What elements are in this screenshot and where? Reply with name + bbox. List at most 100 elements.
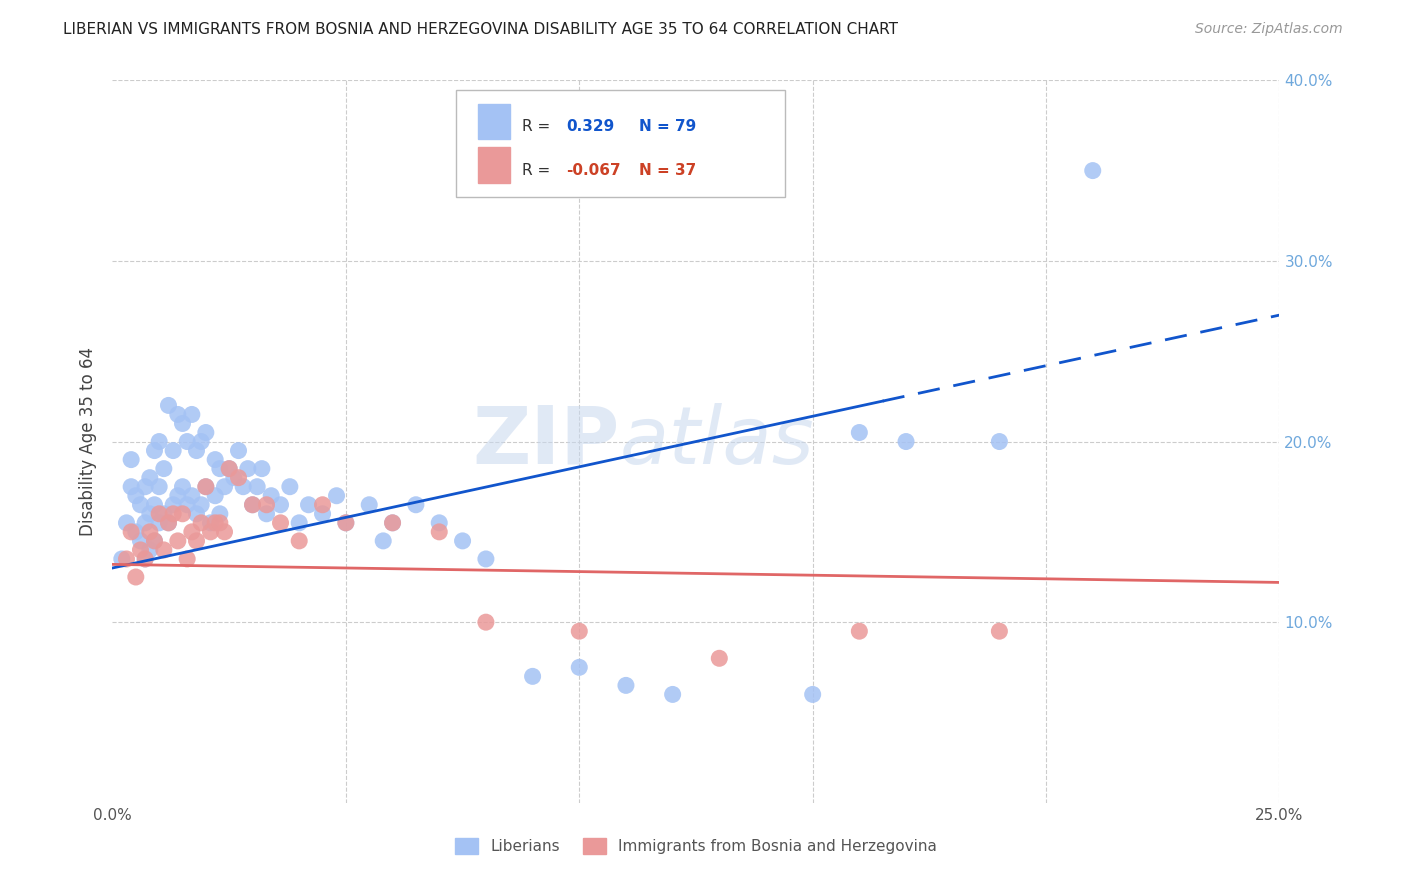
Point (208, 461, 231, 475)
Point (288, 533, 311, 548)
Point (381, 516, 404, 530)
Point (180, 408, 202, 422)
Legend: Liberians, Immigrants from Bosnia and Herzegovina: Liberians, Immigrants from Bosnia and He… (449, 832, 943, 860)
Point (115, 552, 138, 566)
Point (186, 507, 208, 521)
Point (405, 498, 427, 512)
Point (166, 533, 188, 548)
Point (194, 425, 217, 440)
Point (204, 516, 226, 530)
Point (218, 461, 240, 475)
Point (427, 516, 450, 530)
Point (204, 452, 226, 467)
Point (427, 524, 450, 539)
Text: ZIP: ZIP (472, 402, 620, 481)
Point (139, 542, 162, 557)
Point (270, 516, 292, 530)
Point (222, 471, 245, 485)
Point (125, 570, 148, 584)
Point (148, 480, 170, 494)
Point (848, 624, 870, 639)
Point (190, 516, 212, 530)
Text: -0.067: -0.067 (567, 163, 621, 178)
Point (143, 533, 166, 548)
Point (709, 651, 731, 665)
Point (288, 516, 311, 530)
Point (115, 516, 138, 530)
Point (180, 524, 202, 539)
Point (250, 461, 273, 475)
Text: N = 37: N = 37 (638, 163, 696, 178)
Point (153, 461, 176, 475)
Point (139, 524, 162, 539)
Point (325, 489, 347, 503)
Point (848, 425, 870, 440)
Point (157, 516, 180, 530)
Point (134, 552, 156, 566)
Point (475, 552, 498, 566)
Point (139, 507, 162, 521)
Point (129, 498, 152, 512)
Point (242, 498, 264, 512)
Point (1081, 163, 1104, 178)
Point (475, 615, 498, 630)
Point (204, 489, 226, 503)
Point (801, 687, 824, 701)
Point (359, 498, 381, 512)
Point (335, 516, 357, 530)
Point (172, 480, 194, 494)
Point (162, 498, 184, 512)
Point (270, 498, 292, 512)
Point (228, 443, 250, 458)
Point (139, 471, 162, 485)
Point (311, 507, 333, 521)
Point (236, 461, 259, 475)
Point (988, 434, 1011, 449)
Point (246, 480, 269, 494)
Point (186, 533, 208, 548)
Point (176, 434, 198, 449)
Point (568, 660, 591, 674)
Point (172, 507, 194, 521)
Point (200, 516, 222, 530)
Point (162, 443, 184, 458)
Point (143, 498, 166, 512)
Point (166, 408, 188, 422)
Point (451, 533, 474, 548)
Point (260, 489, 283, 503)
Point (214, 524, 236, 539)
Text: 0.329: 0.329 (567, 120, 614, 135)
Point (120, 480, 142, 494)
Point (522, 669, 544, 683)
Point (894, 434, 917, 449)
Point (568, 624, 591, 639)
Point (661, 687, 683, 701)
Point (148, 516, 170, 530)
Point (186, 443, 208, 458)
Point (614, 678, 637, 692)
Point (190, 434, 212, 449)
Point (120, 524, 142, 539)
Point (153, 507, 176, 521)
Point (176, 498, 198, 512)
Point (143, 533, 166, 548)
Point (311, 498, 333, 512)
Point (297, 498, 319, 512)
Point (228, 471, 250, 485)
Point (335, 516, 357, 530)
Point (153, 542, 176, 557)
Point (148, 434, 170, 449)
Point (162, 507, 184, 521)
Point (190, 498, 212, 512)
Point (256, 507, 278, 521)
Point (278, 480, 301, 494)
Point (373, 533, 395, 548)
Point (157, 516, 180, 530)
Text: LIBERIAN VS IMMIGRANTS FROM BOSNIA AND HERZEGOVINA DISABILITY AGE 35 TO 64 CORRE: LIBERIAN VS IMMIGRANTS FROM BOSNIA AND H… (63, 22, 898, 37)
Point (148, 507, 170, 521)
Point (129, 542, 152, 557)
Point (172, 417, 194, 431)
Point (194, 480, 217, 494)
Point (180, 489, 202, 503)
Text: N = 79: N = 79 (638, 120, 696, 135)
